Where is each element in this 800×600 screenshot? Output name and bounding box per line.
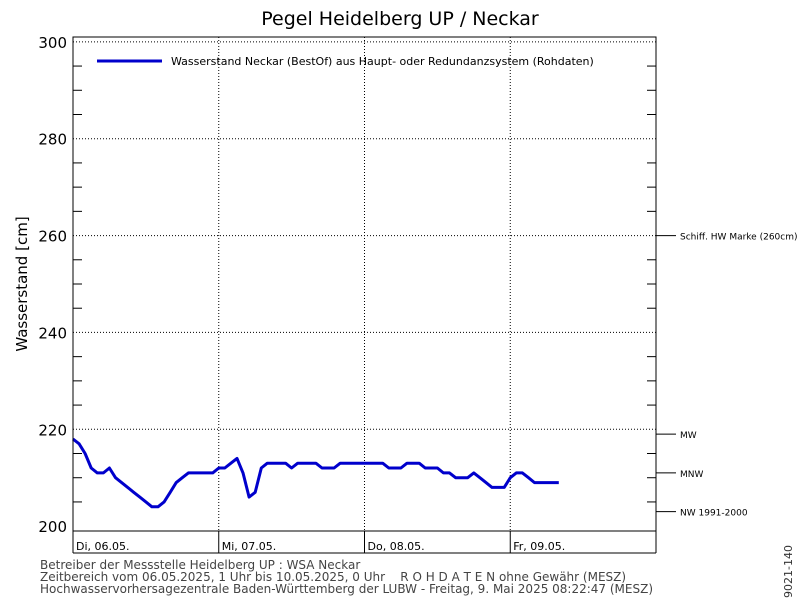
x-tick-label: Do, 08.05.	[368, 540, 425, 553]
footer-time-range: Zeitbereich vom 06.05.2025, 1 Uhr bis 10…	[40, 570, 627, 584]
x-tick-label: Mi, 07.05.	[222, 540, 277, 553]
chart-title: Pegel Heidelberg UP / Neckar	[261, 8, 539, 30]
plot-frame	[72, 36, 657, 532]
y-tick-label: 300	[38, 34, 67, 52]
y-tick-label: 260	[38, 228, 67, 246]
reference-label: MW	[680, 431, 697, 441]
reference-label: Schiff. HW Marke (260cm)	[680, 233, 798, 243]
legend-label: Wasserstand Neckar (BestOf) aus Haupt- o…	[171, 55, 594, 68]
y-axis-label: Wasserstand [cm]	[13, 216, 31, 351]
reference-label: NW 1991-2000	[680, 509, 748, 519]
x-tick-label: Fr, 09.05.	[513, 540, 565, 553]
x-tick-label: Di, 06.05.	[76, 540, 130, 553]
footer-source: Hochwasservorhersagezentrale Baden-Württ…	[40, 582, 653, 596]
y-tick-label: 220	[38, 421, 67, 439]
y-tick-label: 200	[38, 518, 67, 536]
reference-label: MNW	[680, 470, 703, 480]
y-tick-label: 240	[38, 324, 67, 342]
chart-id-label: 9021-140	[782, 545, 795, 598]
series-line	[72, 437, 559, 509]
y-tick-label: 280	[38, 131, 67, 149]
footer-operator: Betreiber der Messstelle Heidelberg UP :…	[40, 558, 361, 572]
